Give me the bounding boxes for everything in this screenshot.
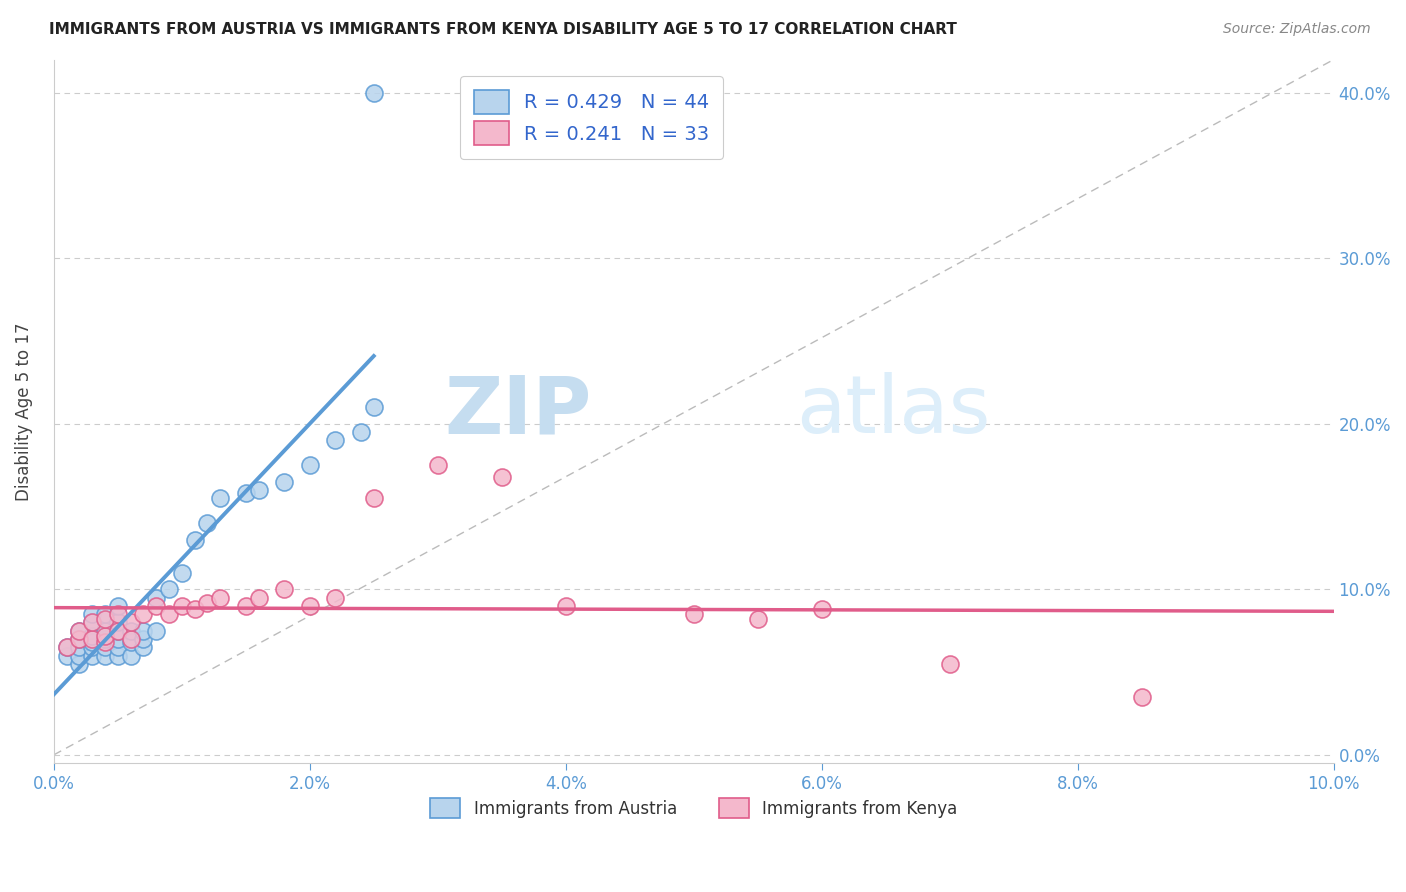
Point <box>235 486 257 500</box>
Point <box>810 602 832 616</box>
Point <box>94 640 117 655</box>
Point <box>55 648 77 663</box>
Point <box>94 635 117 649</box>
Point <box>132 640 155 655</box>
Point <box>298 599 321 613</box>
Point <box>145 624 167 638</box>
Point <box>132 632 155 646</box>
Point <box>107 640 129 655</box>
Point <box>107 615 129 630</box>
Point <box>67 640 90 655</box>
Point <box>145 591 167 605</box>
Point <box>235 599 257 613</box>
Point <box>67 624 90 638</box>
Point <box>426 458 449 472</box>
Point <box>107 607 129 622</box>
Point <box>170 599 193 613</box>
Point <box>82 635 104 649</box>
Point <box>247 483 270 497</box>
Point <box>325 434 347 448</box>
Point <box>82 629 104 643</box>
Point <box>82 640 104 655</box>
Point <box>82 615 104 630</box>
Legend: Immigrants from Austria, Immigrants from Kenya: Immigrants from Austria, Immigrants from… <box>423 791 965 825</box>
Point <box>554 599 576 613</box>
Point <box>1130 690 1153 704</box>
Point <box>209 591 232 605</box>
Point <box>325 591 347 605</box>
Point <box>67 632 90 646</box>
Point <box>120 648 142 663</box>
Point <box>350 425 373 439</box>
Text: ZIP: ZIP <box>444 372 592 450</box>
Point <box>132 607 155 622</box>
Point <box>132 624 155 638</box>
Point <box>107 599 129 613</box>
Text: Source: ZipAtlas.com: Source: ZipAtlas.com <box>1223 22 1371 37</box>
Point <box>145 599 167 613</box>
Point <box>94 632 117 646</box>
Point <box>938 657 960 671</box>
Text: IMMIGRANTS FROM AUSTRIA VS IMMIGRANTS FROM KENYA DISABILITY AGE 5 TO 17 CORRELAT: IMMIGRANTS FROM AUSTRIA VS IMMIGRANTS FR… <box>49 22 957 37</box>
Point <box>55 640 77 655</box>
Point <box>82 615 104 630</box>
Point <box>197 596 219 610</box>
Point <box>157 607 180 622</box>
Point <box>157 582 180 597</box>
Point <box>120 615 142 630</box>
Point <box>491 469 513 483</box>
Point <box>273 582 295 597</box>
Point <box>363 491 385 506</box>
Point <box>107 624 129 638</box>
Point <box>94 648 117 663</box>
Point <box>120 635 142 649</box>
Point <box>94 624 117 638</box>
Point <box>94 612 117 626</box>
Point <box>67 648 90 663</box>
Point <box>67 624 90 638</box>
Point <box>120 624 142 638</box>
Y-axis label: Disability Age 5 to 17: Disability Age 5 to 17 <box>15 322 32 500</box>
Point <box>183 602 205 616</box>
Point <box>682 607 704 622</box>
Point <box>107 632 129 646</box>
Point <box>747 612 769 626</box>
Point <box>67 657 90 671</box>
Point <box>94 607 117 622</box>
Point <box>363 401 385 415</box>
Point <box>183 533 205 547</box>
Point <box>82 648 104 663</box>
Point <box>67 632 90 646</box>
Point <box>107 624 129 638</box>
Point <box>55 640 77 655</box>
Point <box>363 86 385 100</box>
Text: atlas: atlas <box>796 372 990 450</box>
Point <box>120 632 142 646</box>
Point <box>82 607 104 622</box>
Point <box>170 566 193 580</box>
Point <box>209 491 232 506</box>
Point <box>107 648 129 663</box>
Point <box>197 516 219 530</box>
Point <box>273 475 295 489</box>
Point <box>94 629 117 643</box>
Point <box>247 591 270 605</box>
Point <box>82 632 104 646</box>
Point <box>298 458 321 472</box>
